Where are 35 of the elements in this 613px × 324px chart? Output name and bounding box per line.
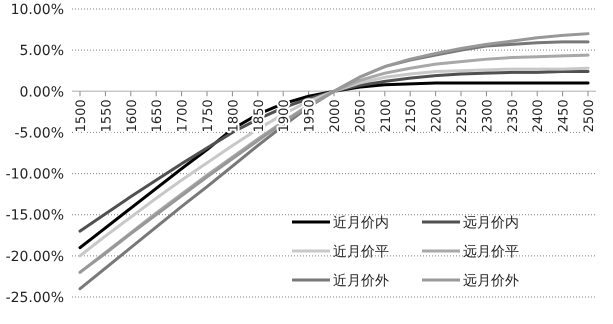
y-tick-label: -5.00% [14, 125, 64, 142]
legend-label: 远月价平 [463, 244, 519, 260]
x-tick-label: 1700 [176, 99, 191, 132]
x-tick-label: 2400 [531, 99, 546, 132]
x-tick-label: 2350 [506, 99, 521, 132]
y-tick-label: 10.00% [10, 2, 64, 18]
x-tick-label: 2000 [328, 99, 343, 132]
legend-label: 近月价平 [333, 244, 389, 260]
x-tick-label: 2500 [582, 99, 597, 132]
y-tick-label: -25.00% [6, 290, 64, 306]
y-tick-label: 5.00% [20, 43, 64, 60]
legend-label: 远月价内 [463, 215, 519, 231]
x-tick-label: 1550 [99, 99, 114, 132]
x-tick-label: 1800 [226, 99, 242, 132]
x-tick-label: 1900 [277, 99, 292, 132]
legend-label: 近月价内 [333, 215, 389, 231]
x-tick-label: 2300 [480, 99, 496, 132]
legend-label: 远月价外 [463, 273, 519, 289]
x-tick-label: 2100 [378, 99, 394, 132]
x-tick-label: 2200 [430, 99, 445, 132]
x-tick-label: 1650 [150, 99, 166, 132]
x-tick-label: 1600 [124, 99, 140, 132]
x-tick-label: 2050 [353, 99, 368, 132]
x-tick-label: 1950 [302, 99, 318, 132]
y-tick-label: -20.00% [6, 248, 64, 265]
y-tick-label: 0.00% [20, 84, 64, 100]
y-tick-label: -10.00% [6, 166, 64, 183]
y-tick-label: -15.00% [6, 208, 64, 224]
x-tick-label: 1850 [252, 99, 267, 132]
x-tick-label: 2150 [404, 99, 420, 132]
x-tick-label: 1750 [201, 99, 216, 132]
legend-label: 近月价外 [333, 273, 389, 289]
x-tick-label: 1500 [74, 99, 89, 132]
x-tick-label: 2450 [556, 99, 572, 132]
x-tick-label: 2250 [455, 99, 470, 132]
